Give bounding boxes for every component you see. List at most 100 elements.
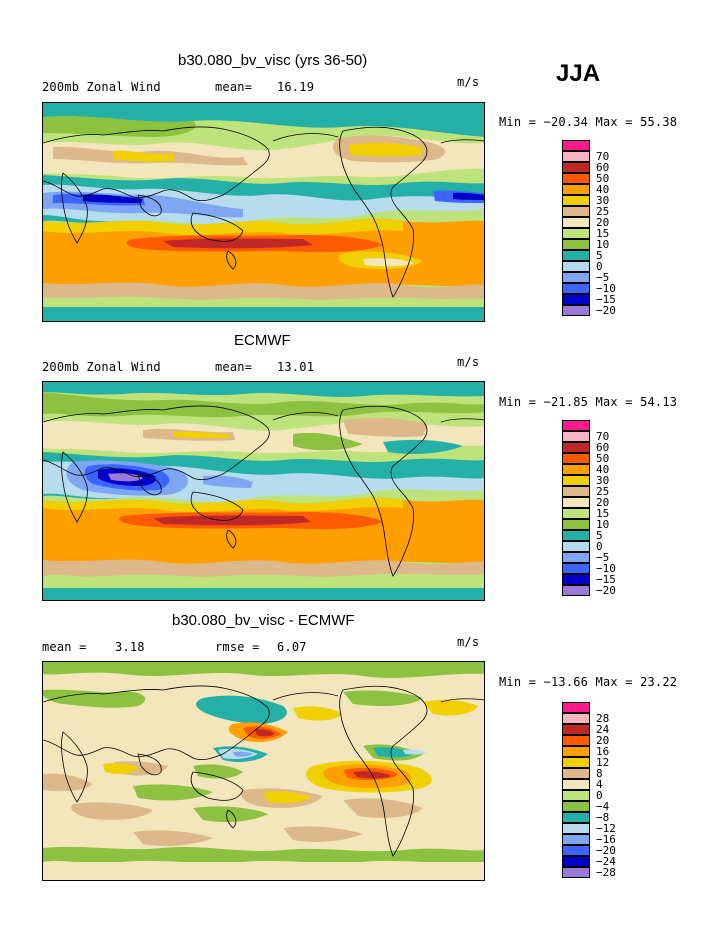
legend-swatch	[562, 585, 590, 596]
legend-label: −5	[596, 551, 610, 564]
legend-swatch	[562, 464, 590, 475]
legend-swatch	[562, 217, 590, 228]
legend-label: −4	[596, 800, 610, 813]
legend-label: 10	[596, 238, 610, 251]
panel-1-map	[42, 102, 485, 322]
legend-label: −16	[596, 833, 616, 846]
legend-swatch	[562, 702, 590, 713]
legend-label: 60	[596, 161, 610, 174]
legend-swatch	[562, 779, 590, 790]
legend-swatch	[562, 151, 590, 162]
panel-3-map	[42, 661, 485, 881]
legend-label: −10	[596, 282, 616, 295]
panel-2-unit: m/s	[457, 355, 480, 369]
legend-swatch	[562, 845, 590, 856]
legend-label: −15	[596, 293, 616, 306]
legend-swatch	[562, 497, 590, 508]
panel-3-mean-label: mean =	[42, 640, 87, 654]
legend-label: 50	[596, 452, 610, 465]
legend-swatch	[562, 856, 590, 867]
legend-label: −20	[596, 584, 616, 597]
legend-swatch	[562, 261, 590, 272]
legend-swatch	[562, 162, 590, 173]
legend-swatch	[562, 283, 590, 294]
legend-swatch	[562, 724, 590, 735]
legend-swatch	[562, 713, 590, 724]
legend-swatch	[562, 228, 590, 239]
legend-label: 0	[596, 540, 603, 553]
legend-swatch	[562, 563, 590, 574]
legend-label: 28	[596, 712, 610, 725]
panel-3-contour-map	[43, 662, 484, 880]
legend-label: 40	[596, 463, 610, 476]
legend-swatch	[562, 574, 590, 585]
legend-label: −5	[596, 271, 610, 284]
legend-swatch	[562, 239, 590, 250]
panel-2-mean-label: mean=	[215, 360, 253, 374]
panel-1-unit: m/s	[457, 75, 480, 89]
legend-label: −12	[596, 822, 616, 835]
legend-label: 25	[596, 205, 610, 218]
panel-1-mean-value: 16.19	[277, 80, 315, 94]
legend-label: 40	[596, 183, 610, 196]
legend-label: −20	[596, 844, 616, 857]
legend-label: 0	[596, 789, 603, 802]
legend-swatch	[562, 442, 590, 453]
legend-label: 4	[596, 778, 603, 791]
legend-label: 50	[596, 172, 610, 185]
panel-3-rmse-label: rmse =	[215, 640, 260, 654]
legend-swatch	[562, 519, 590, 530]
panel-1-minmax: Min = −20.34 Max = 55.38	[499, 115, 678, 129]
legend-swatch	[562, 867, 590, 878]
panel-2-field-label: 200mb Zonal Wind	[42, 360, 161, 374]
panel-2-title: ECMWF	[234, 332, 291, 349]
legend-swatch	[562, 475, 590, 486]
legend-swatch	[562, 508, 590, 519]
legend-swatch	[562, 801, 590, 812]
legend-label: 20	[596, 216, 610, 229]
legend-label: −10	[596, 562, 616, 575]
legend-label: 24	[596, 723, 610, 736]
legend-swatch	[562, 552, 590, 563]
legend-swatch	[562, 823, 590, 834]
panel-3-mean-value: 3.18	[115, 640, 145, 654]
legend-swatch	[562, 184, 590, 195]
legend-label: −28	[596, 866, 616, 879]
legend-label: 16	[596, 745, 610, 758]
legend-swatch	[562, 206, 590, 217]
panel-1-field-label: 200mb Zonal Wind	[42, 80, 161, 94]
panel-2-contour-map	[43, 382, 484, 600]
legend-swatch	[562, 294, 590, 305]
legend-swatch	[562, 735, 590, 746]
legend-label: 10	[596, 518, 610, 531]
legend-label: 15	[596, 507, 610, 520]
legend-swatch	[562, 453, 590, 464]
legend-label: 70	[596, 430, 610, 443]
legend-swatch	[562, 420, 590, 431]
legend-swatch	[562, 834, 590, 845]
panel-3-unit: m/s	[457, 635, 480, 649]
legend-swatch	[562, 541, 590, 552]
legend-label: 25	[596, 485, 610, 498]
season-label: JJA	[556, 60, 601, 87]
panel-3-rmse-value: 6.07	[277, 640, 307, 654]
legend-swatch	[562, 140, 590, 151]
legend-label: 70	[596, 150, 610, 163]
legend-label: 20	[596, 734, 610, 747]
legend-swatch	[562, 173, 590, 184]
legend-label: 30	[596, 474, 610, 487]
panel-1-contour-map	[43, 103, 484, 321]
panel-1-mean-label: mean=	[215, 80, 253, 94]
legend-label: −24	[596, 855, 616, 868]
legend-swatch	[562, 790, 590, 801]
legend-label: 5	[596, 529, 603, 542]
legend-swatch	[562, 486, 590, 497]
legend-swatch	[562, 812, 590, 823]
legend-swatch	[562, 272, 590, 283]
legend-label: −20	[596, 304, 616, 317]
legend-label: 60	[596, 441, 610, 454]
legend-swatch	[562, 746, 590, 757]
legend-swatch	[562, 768, 590, 779]
legend-swatch	[562, 757, 590, 768]
legend-label: 30	[596, 194, 610, 207]
